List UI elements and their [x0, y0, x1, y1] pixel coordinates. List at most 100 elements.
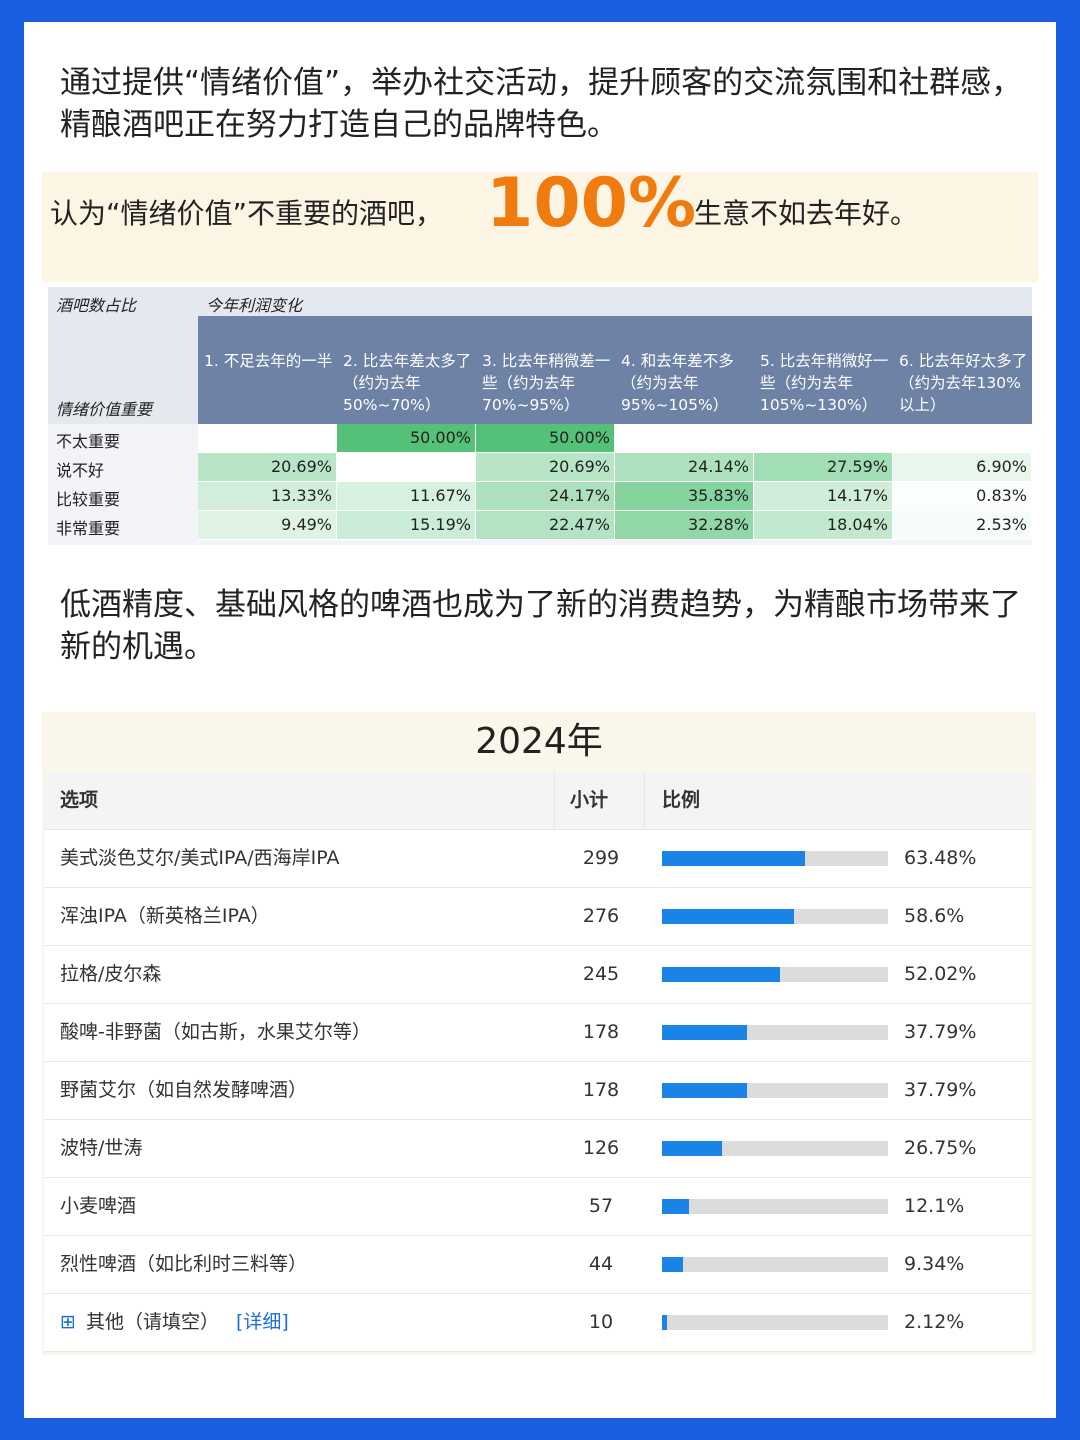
- heat-cell: 15.19%: [337, 511, 476, 540]
- bar: [662, 1025, 748, 1040]
- option-label: 烈性啤酒（如比利时三料等）: [60, 1253, 308, 1275]
- bar: [662, 851, 806, 866]
- profit-table: 酒吧数占比 情绪价值重要 今年利润变化 1. 不足去年的一半 2. 比去年差太多了（约为…: [48, 287, 1032, 545]
- header-row: 选项 小计 比例: [44, 772, 1032, 830]
- heat-cell: [893, 424, 1032, 453]
- option-row: ⊞ 其他（请填空） [详细] 10 2.12%: [44, 1294, 1032, 1352]
- column-header: 3. 比去年稍微差一些（约为去年70%~95%）: [476, 316, 615, 424]
- ratio-label: 12.1%: [904, 1195, 965, 1217]
- option-row: 美式淡色艾尔/美式IPA/西海岸IPA 299 63.48%: [44, 830, 1032, 888]
- heat-cell: 9.49%: [198, 511, 337, 540]
- option-label: 美式淡色艾尔/美式IPA/西海岸IPA: [60, 847, 340, 869]
- option-label: 波特/世涛: [60, 1137, 143, 1159]
- highlight-after: 生意不如去年好。: [694, 197, 919, 230]
- corner-top: 酒吧数占比: [48, 287, 198, 316]
- bar: [662, 1315, 667, 1330]
- option-row: 野菌艾尔（如自然发酵啤酒） 178 37.79%: [44, 1062, 1032, 1120]
- heat-cell: 22.47%: [476, 511, 615, 540]
- heat-cell: [198, 424, 337, 453]
- column-header: 5. 比去年稍微好一些（约为去年105%~130%）: [754, 316, 893, 424]
- heat-cell: 14.17%: [754, 482, 893, 511]
- option-label: 浑浊IPA（新英格兰IPA）: [60, 905, 270, 927]
- column-header: 6. 比去年好太多了（约为去年130%以上）: [893, 316, 1032, 424]
- row-label: 说不好: [48, 453, 198, 482]
- row-label: 比较重要: [48, 482, 198, 511]
- ratio-label: 26.75%: [904, 1137, 977, 1159]
- page: 通过提供“情绪价值”，举办社交活动，提升顾客的交流氛围和社群感，精酿酒吧正在努力…: [24, 22, 1056, 1418]
- ratio-label: 37.79%: [904, 1021, 977, 1043]
- heat-cell: [615, 424, 754, 453]
- heat-cell: 35.83%: [615, 482, 754, 511]
- heat-cell: 24.17%: [476, 482, 615, 511]
- heat-cell: 0.83%: [893, 482, 1032, 511]
- highlight-emphasis: 100%: [486, 164, 697, 243]
- option-label: 酸啤-非野菌（如古斯，水果艾尔等）: [60, 1021, 371, 1043]
- column-header: 选项: [60, 789, 99, 811]
- option-row: 波特/世涛 126 26.75%: [44, 1120, 1032, 1178]
- survey-title: 2024年: [475, 721, 603, 762]
- bar: [662, 1141, 723, 1156]
- heat-cell: [337, 453, 476, 482]
- count: 299: [582, 847, 620, 869]
- option-label: 其他（请填空）: [86, 1311, 220, 1333]
- bar: [662, 1199, 690, 1214]
- highlight-before: 认为“情绪价值”不重要的酒吧，: [50, 197, 444, 230]
- option-row: 小麦啤酒 57 12.1%: [44, 1178, 1032, 1236]
- heat-cell: 13.33%: [198, 482, 337, 511]
- option-label: 拉格/皮尔森: [60, 963, 162, 985]
- expand-icon: ⊞: [60, 1311, 76, 1333]
- survey-table: 2024年 选项 小计 比例美式淡色艾尔/美式IPA/西海岸IPA 299 63.48%…: [42, 712, 1036, 1355]
- heat-cell: 32.28%: [615, 511, 754, 540]
- highlight-box: 认为“情绪价值”不重要的酒吧， 100% 生意不如去年好。: [42, 164, 1038, 282]
- heat-cell: 24.14%: [615, 453, 754, 482]
- ratio-label: 52.02%: [904, 963, 977, 985]
- bar-track: [662, 1199, 888, 1214]
- count: 276: [582, 905, 620, 927]
- count: 126: [582, 1137, 620, 1159]
- column-header: 比例: [662, 789, 701, 811]
- option-label: 小麦啤酒: [60, 1195, 137, 1217]
- bar-track: [662, 1257, 888, 1272]
- ratio-label: 37.79%: [904, 1079, 977, 1101]
- heat-cell: 50.00%: [476, 424, 615, 453]
- row-label: 非常重要: [48, 511, 198, 540]
- option-label: 野菌艾尔（如自然发酵啤酒）: [60, 1079, 308, 1101]
- intro-text: 通过提供“情绪价值”，举办社交活动，提升顾客的交流氛围和社群感，精酿酒吧正在努力…: [60, 65, 1023, 143]
- column-header: 1. 不足去年的一半: [198, 316, 337, 424]
- heat-cell: 6.90%: [893, 453, 1032, 482]
- bar-track: [662, 1315, 888, 1330]
- option-row: 酸啤-非野菌（如古斯，水果艾尔等） 178 37.79%: [44, 1004, 1032, 1062]
- column-header: 小计: [570, 789, 609, 811]
- count: 178: [582, 1021, 620, 1043]
- ratio-label: 63.48%: [904, 847, 977, 869]
- heat-cell: 2.53%: [893, 511, 1032, 540]
- option-row: 拉格/皮尔森 245 52.02%: [44, 946, 1032, 1004]
- detail-link[interactable]: [详细]: [236, 1311, 289, 1333]
- heat-cell: 50.00%: [337, 424, 476, 453]
- option-row: 烈性啤酒（如比利时三料等） 44 9.34%: [44, 1236, 1032, 1294]
- bar: [662, 909, 795, 924]
- heat-cell: 27.59%: [754, 453, 893, 482]
- ratio-label: 58.6%: [904, 905, 965, 927]
- heat-cell: 20.69%: [476, 453, 615, 482]
- heat-cell: 11.67%: [337, 482, 476, 511]
- bar: [662, 967, 780, 982]
- trend-text: 低酒精度、基础风格的啤酒也成为了新的消费趋势，为精酿市场带来了新的机遇。: [60, 587, 1021, 665]
- heat-cell: [754, 424, 893, 453]
- group-header: 今年利润变化: [198, 287, 1032, 316]
- bar: [662, 1257, 684, 1272]
- count: 178: [582, 1079, 620, 1101]
- corner-bottom: 情绪价值重要: [48, 316, 198, 424]
- count: 245: [582, 963, 620, 985]
- row-label: 不太重要: [48, 424, 198, 453]
- count: 57: [588, 1195, 614, 1217]
- ratio-label: 9.34%: [904, 1253, 965, 1275]
- column-header: 4. 和去年差不多（约为去年95%~105%）: [615, 316, 754, 424]
- bar: [662, 1083, 748, 1098]
- ratio-label: 2.12%: [904, 1311, 965, 1333]
- count: 10: [588, 1311, 614, 1333]
- heat-cell: 18.04%: [754, 511, 893, 540]
- heat-cell: 20.69%: [198, 453, 337, 482]
- option-row: 浑浊IPA（新英格兰IPA） 276 58.6%: [44, 888, 1032, 946]
